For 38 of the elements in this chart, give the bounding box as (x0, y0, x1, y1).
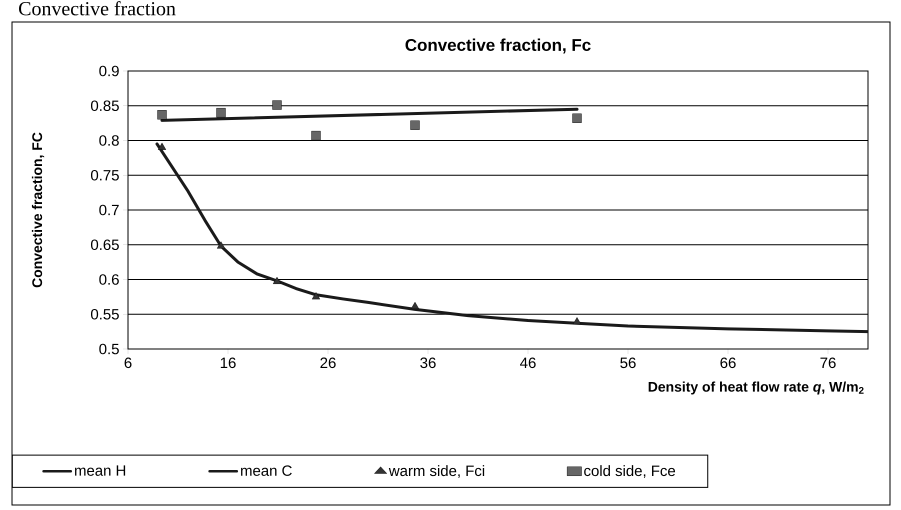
y-axis-title: Convective fraction, FC (32, 132, 44, 288)
legend-label: mean H (75, 465, 126, 476)
point (312, 292, 320, 300)
x-tick-label: 76 (820, 358, 836, 368)
x-tick-label: 16 (220, 358, 236, 368)
point (216, 108, 226, 118)
y-tick-label: 0.55 (90, 308, 119, 320)
y-tick-label: 0.85 (90, 100, 119, 112)
legend-label: cold side, Fce (584, 465, 676, 478)
point (272, 100, 282, 110)
y-tick-label: 0.5 (99, 344, 119, 354)
y-tick-label: 0.65 (90, 239, 119, 250)
y-tick-label: 0.7 (99, 204, 119, 216)
y-tick-label: 0.75 (90, 170, 119, 181)
point (410, 302, 420, 310)
chart-title: Convective fraction, Fc (406, 38, 591, 54)
x-axis-title: Density of heat flow rate q, W/m$_{2}$ (648, 382, 864, 394)
y-tick-label: 0.6 (99, 274, 119, 285)
x-tick-label: 56 (620, 358, 636, 368)
y-tick-label: 0.8 (99, 135, 119, 146)
x-tick-label: 66 (720, 358, 736, 368)
x-tick-label: 26 (320, 358, 336, 368)
legend-label: mean C (241, 465, 292, 476)
point (158, 142, 166, 150)
legend-label: warm side, Fci (388, 465, 484, 478)
point (157, 110, 167, 120)
x-tick-label: 36 (420, 358, 436, 368)
line-series (156, 142, 868, 334)
x-tick-label: 6 (124, 358, 132, 368)
point (410, 120, 420, 130)
point (572, 317, 582, 324)
y-tick-label: 0.9 (99, 66, 119, 76)
point (216, 241, 226, 249)
text: Convective fraction (19, 1, 176, 16)
point (272, 276, 282, 284)
x-tick-label: 46 (520, 358, 536, 368)
point (572, 114, 582, 123)
point (311, 130, 321, 140)
